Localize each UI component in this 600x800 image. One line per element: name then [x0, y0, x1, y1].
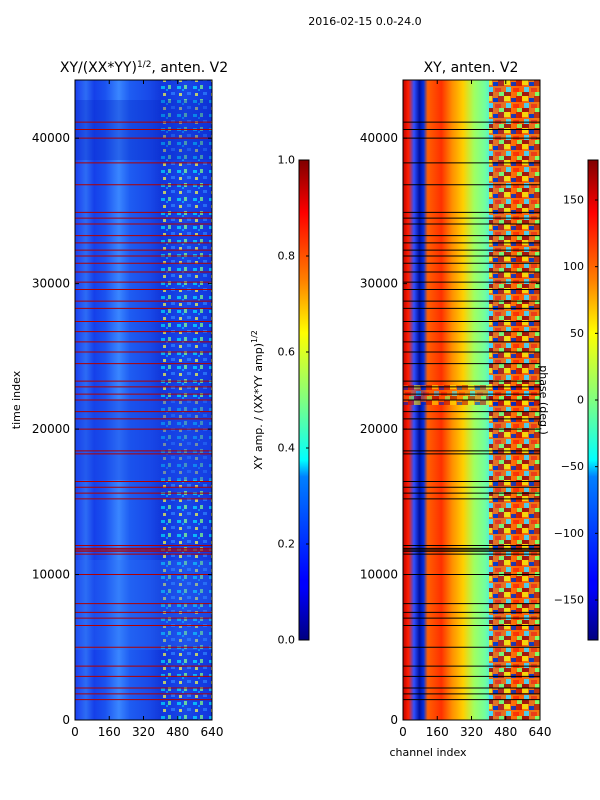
colorbar-tick-label: −50	[561, 460, 584, 473]
y-tick-label: 30000	[32, 277, 70, 291]
amplitude-flagged-rows	[75, 121, 212, 701]
x-tick-label: 160	[98, 725, 121, 739]
x-tick-label: 0	[71, 725, 79, 739]
x-tick-label: 160	[426, 725, 449, 739]
x-tick-label: 320	[460, 725, 483, 739]
figure-suptitle: 2016-02-15 0.0-24.0	[308, 15, 421, 28]
amplitude-y-axis-label: time index	[10, 370, 23, 429]
colorbar-tick-label: 0.8	[278, 250, 296, 263]
x-tick-label: 480	[494, 725, 517, 739]
y-tick-label: 0	[390, 713, 398, 727]
y-tick-label: 20000	[360, 422, 398, 436]
shared-x-axis-label: channel index	[389, 746, 467, 759]
phase-heatmap	[403, 80, 540, 720]
y-tick-label: 30000	[360, 277, 398, 291]
colorbar-tick-label: −100	[554, 527, 584, 540]
colorbar-tick-label: 50	[570, 327, 584, 340]
colorbar-tick-label: 0	[577, 394, 584, 407]
colorbar-tick-label: 0.2	[278, 538, 296, 551]
colorbar-tick-label: 0.0	[278, 634, 296, 647]
amplitude-colorbar-label: XY amp. / (XX*YY amp)1/2	[250, 330, 265, 470]
phase-colorbar-ticks: −150 −100 −50 0 50 100 150	[554, 194, 598, 607]
phase-colorbar-label: phase (deg.)	[537, 365, 550, 435]
y-tick-label: 40000	[360, 131, 398, 145]
x-tick-label: 320	[132, 725, 155, 739]
y-tick-label: 10000	[360, 568, 398, 582]
phase-panel-title: XY, anten. V2	[424, 60, 519, 76]
colorbar-tick-label: −150	[554, 594, 584, 607]
amplitude-heatmap	[75, 80, 212, 720]
x-tick-label: 640	[529, 725, 552, 739]
x-tick-label: 640	[201, 725, 224, 739]
amplitude-colorbar-ticks: 0.0 0.2 0.4 0.6 0.8 1.0	[278, 154, 309, 647]
colorbar-tick-label: 0.4	[278, 442, 296, 455]
y-tick-label: 20000	[32, 422, 70, 436]
colorbar-tick-label: 100	[563, 260, 584, 273]
amplitude-panel: XY/(XX*YY)1/2, anten. V2 0 160 320 480 640 0 1…	[10, 60, 310, 739]
x-tick-label: 0	[399, 725, 407, 739]
y-tick-label: 10000	[32, 568, 70, 582]
amplitude-panel-title: XY/(XX*YY)1/2, anten. V2	[60, 60, 228, 76]
phase-panel: XY, anten. V2 0 160 320 480 640 0 10000 20000 30…	[360, 60, 599, 759]
colorbar-tick-label: 1.0	[278, 154, 296, 167]
amplitude-axis-ticks: 0 160 320 480 640 0 10000 20000 30000 40000	[32, 80, 224, 739]
amplitude-colorbar	[298, 159, 310, 641]
x-tick-label: 480	[166, 725, 189, 739]
phase-flagged-rows	[403, 121, 540, 701]
phase-axis-ticks: 0 160 320 480 640 0 10000 20000 30000 40000	[360, 80, 552, 739]
y-tick-label: 40000	[32, 131, 70, 145]
y-tick-label: 0	[62, 713, 70, 727]
colorbar-tick-label: 150	[563, 194, 584, 207]
colorbar-tick-label: 0.6	[278, 346, 296, 359]
